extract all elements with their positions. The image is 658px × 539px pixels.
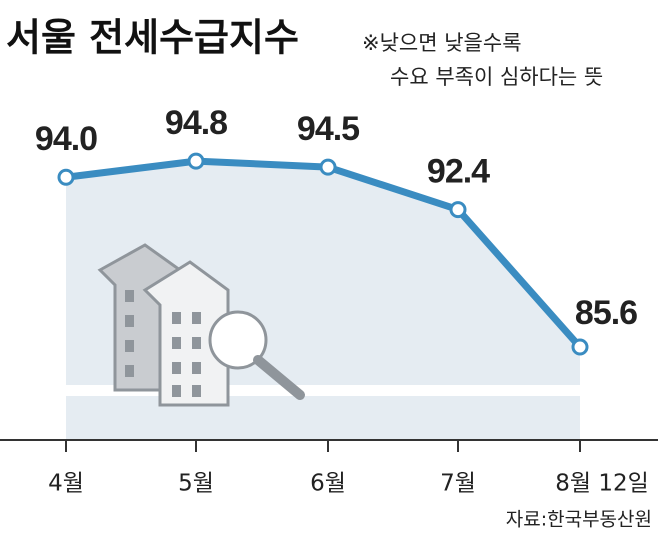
marker [319, 158, 337, 176]
marker [449, 201, 467, 219]
source: 자료:한국부동산원 [506, 509, 652, 531]
marker [187, 152, 205, 170]
annotation: 수요 부족이 심하다는 뜻 [390, 65, 603, 89]
marker [57, 168, 75, 186]
value-label: 92.4 [427, 153, 490, 191]
annotation: ※낮으면 낮을수록 [362, 31, 522, 55]
marker [571, 338, 589, 356]
x-tick-label: 4월 [48, 471, 84, 497]
x-tick-label: 6월 [310, 471, 346, 497]
x-tick-label: 5월 [178, 471, 214, 497]
value-label: 85.6 [575, 294, 637, 332]
band [66, 385, 580, 396]
x-tick-label: 8월 12일 [555, 471, 649, 497]
chart-title: 서울 전세수급지수 [6, 16, 299, 60]
value-label: 94.5 [297, 110, 359, 148]
building-icon [97, 243, 305, 407]
x-tick-label: 7월 [440, 471, 476, 497]
value-label: 94.0 [35, 120, 97, 158]
value-label: 94.8 [165, 104, 227, 142]
